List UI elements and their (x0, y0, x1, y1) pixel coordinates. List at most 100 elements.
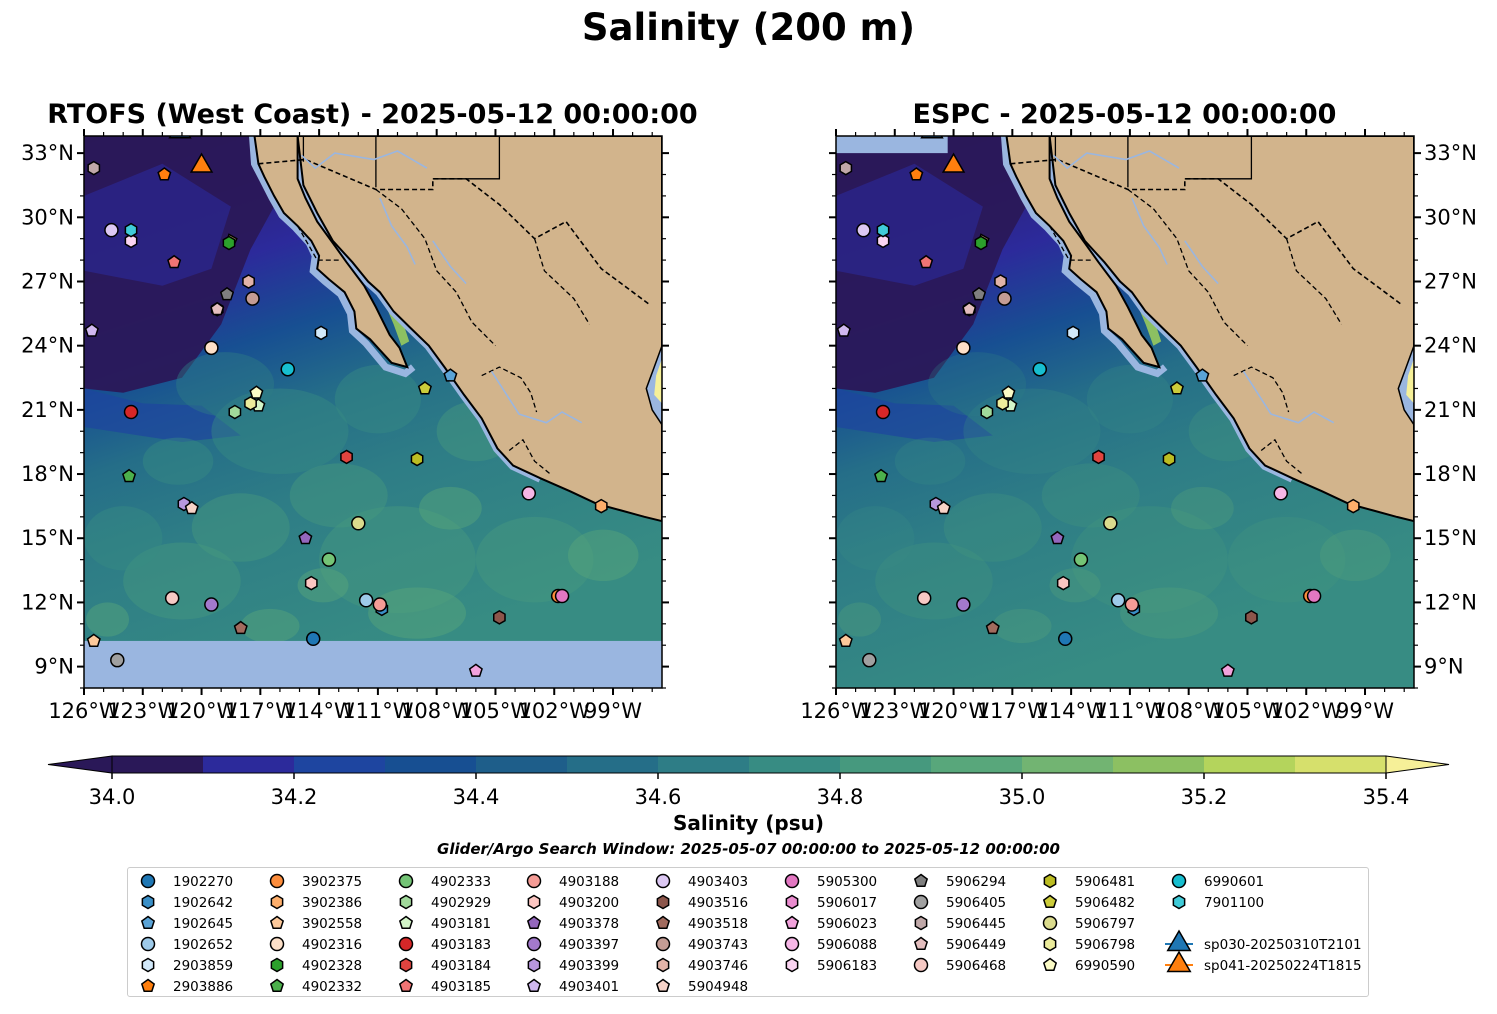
shelf-outline (1001, 136, 1168, 378)
legend-label: 5906405 (946, 895, 1006, 911)
colorbar-segment (1113, 756, 1205, 773)
state-border (1233, 366, 1290, 413)
float-marker (1306, 588, 1322, 604)
float-marker (410, 451, 424, 467)
salinity-eddy (211, 388, 349, 475)
float-marker (204, 597, 219, 612)
float-marker (468, 663, 483, 677)
legend-entry: 4903397 (526, 936, 619, 953)
float-marker (1195, 368, 1210, 382)
legend-label: 5906088 (817, 937, 877, 953)
float-marker (110, 652, 125, 668)
colorbar-segment (385, 756, 477, 773)
float-marker (594, 498, 608, 514)
legend-label: 5906482 (1075, 895, 1135, 911)
river (1242, 370, 1335, 424)
legend-label: 1902652 (173, 937, 233, 953)
legend-entry: 5906481 (1043, 873, 1135, 890)
legend-float-marker (655, 936, 671, 952)
legend-label: 3902375 (302, 874, 362, 890)
legend-label: 5906449 (946, 937, 1006, 953)
river (1052, 150, 1180, 170)
legend-float-marker (140, 873, 156, 889)
legend-float-marker (655, 978, 671, 993)
lon-tick-label: 114°W (283, 699, 355, 723)
float-marker (836, 323, 851, 337)
legend-label: 4902328 (302, 958, 362, 974)
float-marker (838, 633, 853, 647)
float-marker (985, 620, 1000, 635)
legend-entry: 4903184 (399, 957, 491, 974)
lon-tick-label: 111°W (342, 699, 414, 723)
state-border (1285, 238, 1343, 325)
legend-label: 1902270 (173, 874, 233, 890)
lat-tick-label: 12°N (21, 590, 74, 614)
legend-float-marker (140, 978, 156, 993)
float-marker (936, 500, 951, 515)
float-marker (157, 167, 172, 181)
colorbar-segment (567, 756, 659, 773)
colorbar-segment (112, 756, 204, 773)
state-border (1260, 438, 1303, 475)
legend-entry: 1902270 (140, 873, 233, 890)
legend-float-marker (269, 873, 285, 889)
float-marker (974, 235, 988, 251)
legend-label: 5906023 (817, 916, 877, 932)
colorbar-tick-label: 35.0 (999, 785, 1046, 809)
legend-float-marker (913, 957, 929, 973)
legend-entry: 5906798 (1043, 936, 1135, 953)
legend-entry: 1902645 (140, 915, 233, 932)
legend-float-marker (914, 915, 928, 931)
legend-entry: 2903886 (140, 978, 233, 995)
legend-label: 1902642 (173, 895, 233, 911)
legend-float-marker (1171, 873, 1187, 889)
lat-tick-label: 33°N (21, 141, 74, 165)
salinity-eddy (963, 388, 1101, 475)
lon-tick-label: 123°W (859, 699, 931, 723)
legend: 1902270 1902642 1902645 1902652 2903859 29038… (127, 867, 1369, 997)
float-marker (340, 449, 353, 465)
baja-peninsula-land (1005, 136, 1161, 369)
lon-tick-label: 105°W (460, 699, 532, 723)
lon-tick-label: 102°W (1271, 699, 1343, 723)
float-marker (104, 222, 119, 238)
legend-label: 5906445 (946, 916, 1006, 932)
legend-float-marker (1043, 936, 1057, 952)
legend-entry: 4903518 (655, 915, 748, 932)
float-marker (358, 593, 374, 608)
float-marker (956, 340, 971, 356)
float-marker (1110, 593, 1126, 608)
float-marker (1346, 498, 1360, 514)
float-marker (245, 291, 260, 306)
map-body (836, 136, 1414, 688)
salinity-eddy (1171, 486, 1234, 530)
nodata-band (84, 640, 662, 688)
salinity-eddy (567, 529, 639, 582)
legend-label: 6990601 (1204, 874, 1264, 890)
state-border (508, 438, 551, 475)
float-marker (123, 404, 139, 420)
rtofs-panel-title: RTOFS (West Coast) - 2025-05-12 00:00:00 (47, 99, 698, 130)
float-marker (222, 235, 236, 251)
legend-float-marker (270, 957, 284, 973)
float-marker (492, 610, 506, 625)
espc-map-panel: 126°W123°W120°W117°W114°W111°W108°W105°W… (800, 129, 1477, 723)
legend-label: 4903746 (688, 958, 748, 974)
legend-label: 5905300 (817, 874, 877, 890)
float-marker (916, 590, 932, 606)
legend-float-marker (1043, 873, 1057, 889)
float-marker (1273, 486, 1289, 501)
colorbar-extend-low (47, 755, 113, 774)
float-marker (298, 530, 313, 545)
legend-label: 2903859 (173, 958, 233, 974)
float-marker (1056, 575, 1070, 591)
float-marker (124, 222, 138, 238)
legend-entry: 5906017 (785, 894, 877, 911)
legend-entry: 4902332 (269, 978, 362, 995)
legend-float-marker (269, 936, 285, 952)
legend-label: 5904948 (688, 979, 748, 995)
float-marker (962, 301, 977, 316)
float-marker (204, 340, 219, 356)
legend-float-marker (785, 957, 799, 973)
legend-float-marker (527, 894, 541, 910)
